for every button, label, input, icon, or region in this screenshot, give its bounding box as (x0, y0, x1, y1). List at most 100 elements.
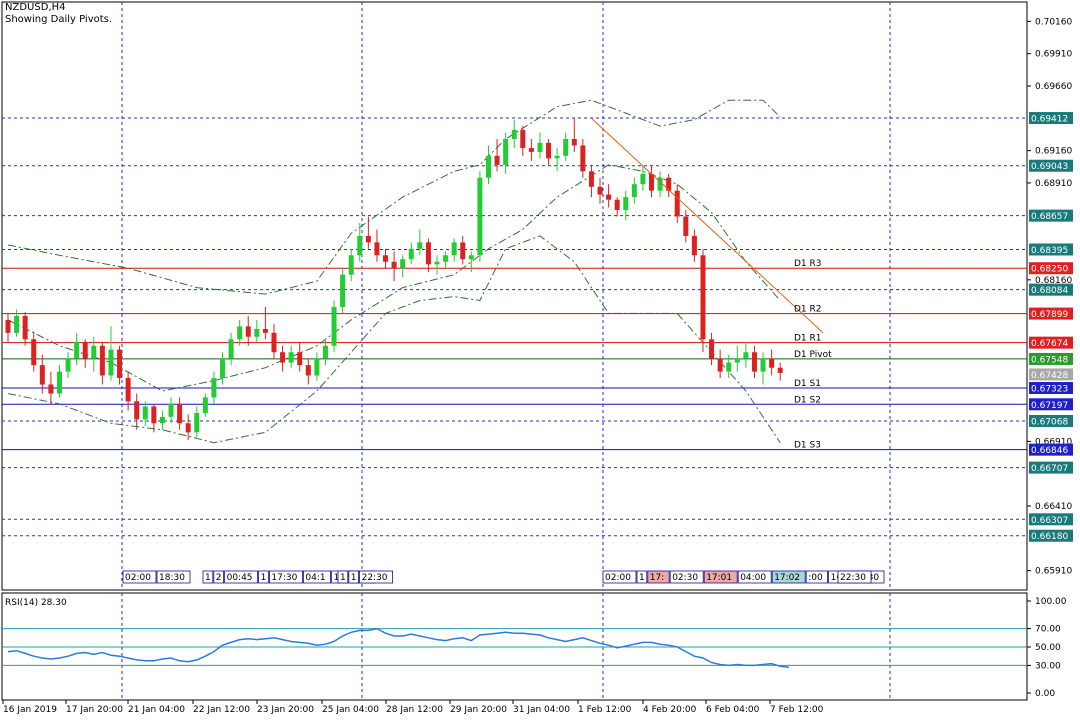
bull-candle (726, 362, 732, 372)
bear-candle (374, 242, 380, 256)
session-label-box (837, 570, 872, 584)
price-tag-label: 0.68395 (1031, 246, 1068, 256)
bull-candle (220, 358, 225, 379)
bull-candle (14, 316, 20, 333)
time-axis-label: 22 Jan 12:00 (193, 705, 250, 715)
session-label-box (647, 570, 670, 584)
price-tick-label: 0.65910 (1035, 567, 1072, 577)
session-label-box (636, 570, 648, 584)
price-tick-label: 0.68910 (1035, 179, 1072, 189)
time-axis-label: 7 Feb 12:00 (770, 705, 824, 715)
bull-candle (357, 235, 363, 256)
bear-candle (691, 235, 697, 256)
session-label: 2 (216, 573, 222, 583)
bull-candle (468, 255, 474, 260)
price-tag (1029, 529, 1073, 542)
price-tag-label: 0.66707 (1031, 464, 1068, 474)
chart-info-text: Showing Daily Pivots. (5, 14, 113, 25)
session-label: 17:02 (774, 573, 800, 583)
session-label-box (268, 570, 303, 584)
time-axis-label: 16 Jan 2019 (3, 705, 57, 715)
session-label-box (213, 570, 225, 584)
pivot-label: D1 Pivot (794, 350, 832, 360)
session-label: 17:01 (706, 573, 732, 583)
session-label: 02:00 (125, 573, 151, 583)
bear-candle (305, 365, 311, 376)
session-label-box (122, 570, 157, 584)
bear-candle (391, 261, 397, 269)
bear-candle (494, 155, 500, 165)
rsi-tick-label: 0.00 (1035, 689, 1055, 699)
bull-candle (202, 397, 208, 413)
time-axis-label: 4 Feb 20:00 (643, 705, 697, 715)
bear-candle (588, 171, 594, 187)
session-label-box (302, 570, 331, 584)
price-tick-label: 0.69910 (1035, 50, 1072, 60)
bull-candle (400, 259, 406, 269)
time-axis-label: 28 Jan 12:00 (386, 705, 443, 715)
session-label: 00:45 (227, 573, 253, 583)
price-tag (1029, 283, 1073, 296)
session-label-box (202, 570, 214, 584)
bear-candle (125, 378, 131, 402)
pivot-label: D1 R1 (794, 334, 822, 344)
session-label: 1 (351, 573, 357, 583)
bull-candle (477, 177, 483, 256)
bull-candle (168, 403, 174, 417)
rsi-tick-label: 50.00 (1035, 643, 1061, 653)
bollinger-upper-band (7, 99, 781, 295)
session-label-box (805, 570, 829, 584)
pivot-label: D1 R3 (794, 259, 822, 269)
pivot-label: D1 R2 (794, 305, 822, 315)
time-axis-label: 25 Jan 04:00 (322, 705, 379, 715)
price-tag (1029, 243, 1073, 256)
session-label: 22:30 (840, 573, 866, 583)
bear-candle (271, 332, 277, 353)
bull-candle (348, 255, 354, 275)
bull-candle (623, 197, 629, 211)
bull-candle (194, 412, 200, 433)
price-tag-label: 0.67899 (1031, 310, 1068, 320)
price-tag-label: 0.67428 (1031, 371, 1068, 381)
bear-candle (717, 358, 723, 372)
price-tag-label: 0.69412 (1031, 115, 1068, 125)
bear-candle (709, 339, 715, 359)
session-label-box (348, 570, 359, 584)
session-label-box (669, 570, 704, 584)
rsi-tick-label: 70.00 (1035, 625, 1061, 635)
price-tag (1029, 262, 1073, 275)
bull-candle (503, 138, 509, 165)
bull-candle (485, 155, 491, 178)
bear-candle (571, 138, 577, 146)
bull-candle (417, 242, 423, 249)
session-label: 1 (334, 573, 340, 583)
chart-symbol-title: NZDUSD,H4 (5, 2, 66, 13)
bear-candle (649, 173, 654, 191)
price-tick-label: 0.70160 (1035, 17, 1072, 27)
price-tag (1029, 112, 1073, 125)
session-label: 1 (261, 573, 267, 583)
bear-candle (177, 403, 183, 424)
price-tag (1029, 382, 1073, 395)
time-axis-label: 6 Feb 04:00 (706, 705, 760, 715)
session-label: 04:1 (305, 573, 325, 583)
bear-candle (614, 199, 620, 211)
session-label: 18:30 (159, 573, 185, 583)
bull-candle (91, 345, 97, 359)
price-tag (1029, 352, 1073, 365)
bear-candle (520, 129, 526, 149)
price-tag-label: 0.67548 (1031, 355, 1068, 365)
session-label-box (224, 570, 259, 584)
bull-candle (340, 274, 346, 307)
price-tick-label: 0.68160 (1035, 276, 1072, 286)
bear-candle (151, 406, 157, 424)
bull-candle (159, 416, 165, 424)
price-tag-label: 0.68250 (1031, 265, 1068, 275)
bear-candle (365, 235, 371, 243)
pivot-label: D1 S2 (794, 395, 821, 405)
bear-candle (22, 316, 28, 340)
price-tag-label: 0.69043 (1031, 162, 1068, 172)
bear-candle (297, 352, 303, 366)
bull-candle (322, 345, 328, 359)
